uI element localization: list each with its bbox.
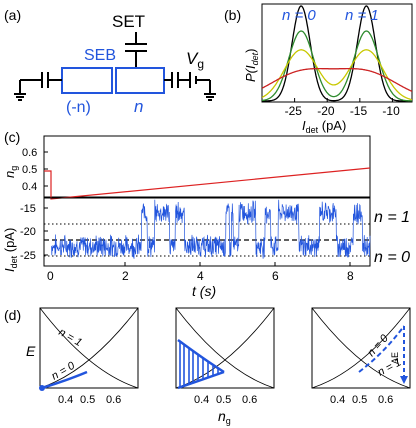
panel-b-frame bbox=[261, 3, 413, 103]
d1-tick-04: 0.4 bbox=[58, 394, 73, 406]
idet-tick-25: -25 bbox=[20, 250, 36, 262]
idet-trace bbox=[51, 199, 371, 259]
parabola-n1-3 bbox=[311, 307, 411, 389]
trace-n1-label: n = 1 bbox=[374, 209, 410, 226]
panel-b: (b) n = 0 n = 1 -25 -20 -15 -10 Idet (pA) P… bbox=[224, 3, 413, 135]
t-tick-0: 0 bbox=[47, 269, 54, 283]
ng-x-ticks: 0.4 0.5 0.6 0.4 0.5 0.6 0.4 0.5 0.6 bbox=[58, 394, 393, 406]
n0-curve-label-1: n = 0 bbox=[50, 359, 78, 382]
histogram-curve-2 bbox=[261, 49, 413, 101]
idet-ylabel: Idet (pA) bbox=[2, 228, 19, 272]
panel-b-label: (b) bbox=[224, 7, 241, 23]
panel-d: (d) E n = 1 n = 0 bbox=[4, 307, 411, 426]
delta-e-label: ΔE bbox=[390, 352, 400, 364]
path-blue-2-upper bbox=[177, 338, 225, 374]
energy-frame-2 bbox=[175, 307, 275, 389]
start-dot-1 bbox=[39, 385, 45, 391]
panel-d-label: (d) bbox=[4, 307, 21, 323]
d1-tick-05: 0.5 bbox=[80, 394, 95, 406]
d2-tick-04: 0.4 bbox=[194, 394, 209, 406]
set-label: SET bbox=[112, 12, 145, 31]
trace-plot-frame bbox=[43, 197, 371, 267]
idet-tick-20: -20 bbox=[20, 226, 36, 238]
histogram-curves bbox=[261, 5, 413, 102]
d2-tick-05: 0.5 bbox=[216, 394, 231, 406]
n1-curve-label-1: n = 1 bbox=[57, 326, 84, 349]
ng-tick-04: 0.4 bbox=[22, 181, 37, 193]
path-blue-1 bbox=[41, 370, 88, 390]
panel-b-xlabel: Idet (pA) bbox=[302, 118, 346, 135]
ng-ramp-line bbox=[44, 167, 371, 200]
ng-ylabel: ng bbox=[2, 166, 19, 178]
energy-ylabel: E bbox=[26, 343, 36, 359]
t-xlabel: t (s) bbox=[192, 283, 216, 299]
panel-c: (c) 0.6 0.5 0.4 ng -15 -20 -25 Idet (pA)… bbox=[2, 129, 410, 299]
d3-tick-04: 0.4 bbox=[330, 394, 345, 406]
d3-tick-05: 0.5 bbox=[352, 394, 367, 406]
n1-hist-label: n = 1 bbox=[345, 7, 379, 24]
hist-tick-label: -20 bbox=[317, 104, 335, 118]
left-island bbox=[61, 67, 113, 94]
panel-a: (a) SET SEB (-n) n Vg bbox=[4, 7, 216, 116]
ng-tick-06: 0.6 bbox=[22, 147, 37, 159]
right-island-label: n bbox=[134, 97, 143, 116]
histogram-curve-3 bbox=[261, 67, 413, 92]
d3-tick-06: 0.6 bbox=[378, 394, 393, 406]
right-island bbox=[115, 67, 165, 94]
histogram-curve-0 bbox=[262, 5, 412, 102]
seb-label: SEB bbox=[84, 47, 116, 64]
histogram-curve-1 bbox=[261, 30, 412, 102]
idet-tick-15: -15 bbox=[20, 203, 36, 215]
t-tick-2: 2 bbox=[122, 269, 129, 283]
vg-label: Vg bbox=[186, 49, 204, 71]
energy-diagram-2 bbox=[175, 307, 275, 390]
t-tick-4: 4 bbox=[197, 269, 204, 283]
ng-tick-05: 0.5 bbox=[22, 164, 37, 176]
energy-frame-1 bbox=[39, 307, 139, 389]
trace-n0-label: n = 0 bbox=[374, 249, 410, 266]
hist-tick-label: -10 bbox=[382, 104, 400, 118]
path-blue-3 bbox=[358, 325, 405, 373]
ng-plot-frame bbox=[43, 135, 371, 198]
left-island-label: (-n) bbox=[66, 99, 91, 116]
d1-tick-06: 0.6 bbox=[106, 394, 121, 406]
t-tick-6: 6 bbox=[272, 269, 279, 283]
switching-verticals bbox=[179, 342, 219, 387]
t-tick-8: 8 bbox=[347, 269, 354, 283]
parabola-n0-3 bbox=[311, 307, 411, 389]
n0-hist-label: n = 0 bbox=[282, 7, 316, 24]
hist-tick-label: -25 bbox=[285, 104, 303, 118]
parabola-n0-1 bbox=[39, 307, 139, 389]
ng-xlabel: ng bbox=[218, 408, 231, 426]
d2-tick-06: 0.6 bbox=[242, 394, 257, 406]
path-blue-2-lower bbox=[177, 370, 225, 390]
hist-tick-label: -15 bbox=[350, 104, 368, 118]
panel-c-label: (c) bbox=[4, 129, 20, 145]
panel-a-label: (a) bbox=[4, 7, 21, 23]
panel-b-ylabel: P(Idet) bbox=[243, 49, 260, 82]
energy-frame-3 bbox=[311, 307, 411, 389]
histogram-x-ticks: -25 -20 -15 -10 bbox=[285, 98, 400, 118]
energy-diagram-1: n = 1 n = 0 bbox=[39, 307, 139, 391]
energy-diagram-3: n = 0 n = 1 ΔE bbox=[311, 307, 411, 389]
delta-e-arrowhead bbox=[400, 376, 408, 384]
